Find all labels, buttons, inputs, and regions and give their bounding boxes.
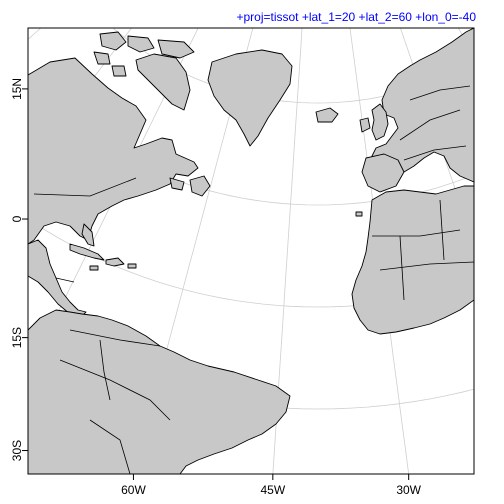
meridian-line bbox=[272, 28, 303, 474]
y-tick-label: 0 bbox=[10, 215, 24, 222]
central-america bbox=[28, 239, 87, 319]
canary-islands bbox=[355, 211, 363, 217]
great-britain bbox=[371, 103, 389, 141]
baffin-island bbox=[135, 53, 191, 111]
y-tick-label: 15N bbox=[10, 78, 24, 100]
arctic-island-2 bbox=[127, 35, 155, 53]
parallel-line bbox=[118, 0, 504, 1]
y-tick-label: 30S bbox=[10, 440, 24, 461]
parallel-line bbox=[28, 88, 474, 206]
x-tick-label: 30W bbox=[396, 483, 421, 497]
landmasses bbox=[28, 28, 474, 474]
europe bbox=[371, 28, 474, 183]
arctic-island-4 bbox=[93, 51, 111, 65]
country-borders bbox=[33, 85, 474, 474]
arctic-island-3 bbox=[157, 39, 195, 59]
iberian-peninsula bbox=[361, 153, 405, 193]
x-tick-label: 60W bbox=[121, 483, 146, 497]
jamaica bbox=[89, 265, 99, 271]
nova-scotia bbox=[169, 177, 185, 191]
y-tick-label: 15S bbox=[10, 327, 24, 348]
parallel-line bbox=[28, 218, 474, 308]
puerto-rico bbox=[127, 263, 137, 269]
x-tick-label: 45W bbox=[260, 483, 285, 497]
greenland bbox=[207, 49, 293, 147]
parallel-line bbox=[28, 337, 474, 410]
arctic-island-5 bbox=[111, 65, 127, 77]
florida bbox=[81, 223, 95, 247]
plot-frame bbox=[27, 27, 475, 475]
arctic-island-1 bbox=[99, 31, 127, 51]
hispaniola bbox=[105, 257, 125, 267]
newfoundland bbox=[189, 175, 211, 197]
axis-ticks: 60W45W30W15W45N30N15N015S30S bbox=[10, 78, 422, 497]
parallel-line bbox=[112, 28, 474, 104]
africa bbox=[351, 185, 474, 335]
ireland bbox=[359, 117, 371, 133]
iceland bbox=[315, 107, 339, 123]
meridian-line bbox=[132, 28, 254, 474]
map-title: +proj=tissot +lat_1=20 +lat_2=60 +lon_0=… bbox=[236, 10, 476, 24]
cuba bbox=[69, 243, 105, 261]
south-america bbox=[28, 309, 291, 474]
north-america bbox=[28, 57, 199, 245]
